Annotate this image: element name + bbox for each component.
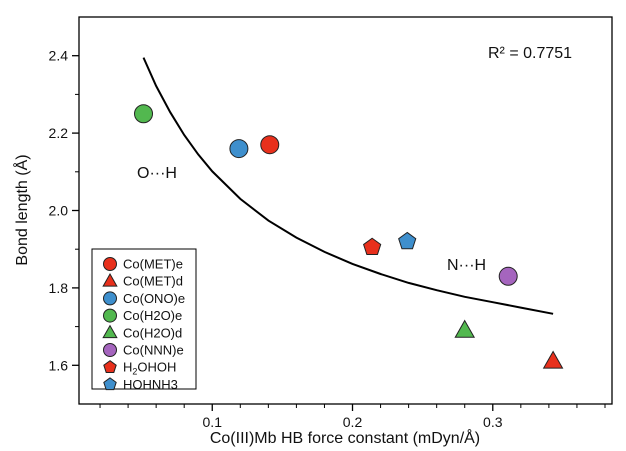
legend: Co(MET)e Co(MET)d Co(ONO)e Co(H2O)e Co(H2O)d… (91, 248, 197, 392)
x-tick-label: 0.1 (203, 414, 223, 430)
legend-marker (103, 308, 117, 323)
data-point (260, 135, 280, 155)
fit-curve (142, 57, 554, 315)
legend-entry-label: Co(MET)d (123, 274, 183, 289)
legend-entry-label: HOHNH3 (123, 377, 178, 392)
y-tick-label: 2.4 (49, 48, 69, 64)
data-points (134, 104, 564, 369)
legend-marker (103, 343, 117, 357)
legend-entry-label: H2OHOH (123, 360, 176, 377)
data-point (134, 104, 154, 124)
axis-ticks: 0.1 0.2 0.3 1.6 1.8 2.0 2.2 2.4 (49, 48, 606, 430)
legend-marker (103, 377, 117, 391)
x-axis-title: Co(III)Mb HB force constant (mDyn/Å) (210, 428, 480, 447)
data-point (454, 319, 476, 338)
nh-label: N···H (447, 257, 486, 274)
y-tick-label: 1.6 (49, 357, 69, 373)
data-point (229, 139, 249, 159)
legend-entry-label: Co(H2O)e (123, 308, 182, 323)
legend-entry-label: Co(H2O)d (123, 325, 182, 340)
x-tick-label: 0.2 (343, 414, 363, 430)
r-squared-annotation: R² = 0.7751 (488, 45, 572, 62)
y-tick-label: 2.2 (49, 125, 69, 141)
data-point (542, 350, 564, 369)
legend-marker (102, 273, 118, 287)
legend-entry-label: Co(ONO)e (123, 291, 185, 306)
data-point (398, 231, 417, 250)
x-tick-label: 0.3 (483, 414, 503, 430)
y-tick-label: 1.8 (49, 280, 69, 296)
legend-entry-label: Co(NNN)e (123, 343, 184, 358)
legend-marker (103, 291, 117, 306)
y-axis-title: Bond length (Å) (12, 154, 31, 265)
data-point (363, 237, 382, 256)
data-point (498, 266, 518, 286)
legend-entry-label: Co(MET)e (123, 257, 183, 272)
y-tick-label: 2.0 (49, 203, 69, 219)
legend-marker (103, 360, 117, 373)
legend-marker (102, 324, 118, 339)
oh-label: O···H (137, 165, 177, 182)
legend-marker (103, 257, 117, 271)
